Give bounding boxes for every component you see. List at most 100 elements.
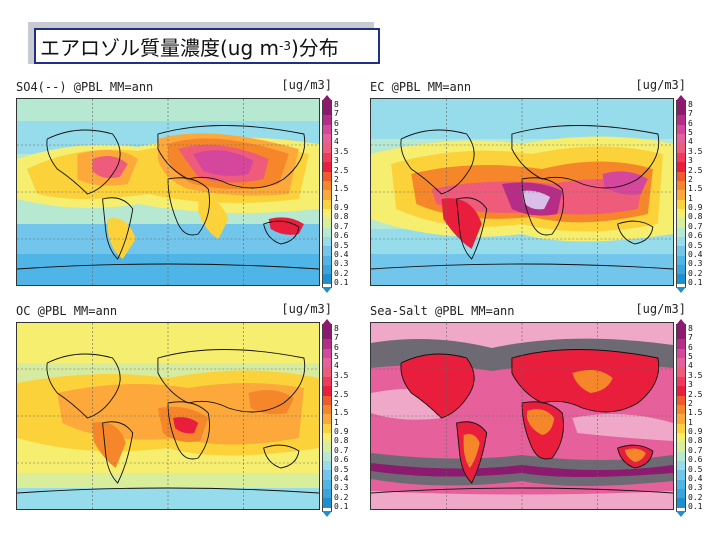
colorbar-bottom-arrow xyxy=(322,287,332,293)
colorbar-swatch xyxy=(323,208,331,219)
colorbar-tick-label: 5 xyxy=(688,352,693,362)
colorbar-tick-label: 0.2 xyxy=(334,268,349,278)
colorbar-swatch xyxy=(677,237,685,247)
panel-label: EC @PBL MM=ann xyxy=(370,80,472,94)
colorbar-tick-label: 0.2 xyxy=(688,268,703,278)
colorbar-top-arrow xyxy=(322,95,332,101)
ec-field xyxy=(371,99,673,285)
colorbar-tick-label: 0.2 xyxy=(334,492,349,502)
colorbar-swatch xyxy=(323,218,331,228)
colorbar-tick-label: 4 xyxy=(334,361,339,371)
colorbar-bottom-arrow xyxy=(676,287,686,293)
panel-unit: [ug/m3] xyxy=(281,302,332,316)
colorbar-tick-label: 0.3 xyxy=(688,259,703,269)
colorbar-tick-label: 1.5 xyxy=(334,184,349,194)
colorbar-swatch xyxy=(323,386,331,396)
colorbar-tick-label: 0.9 xyxy=(334,427,349,437)
colorbar-swatch xyxy=(323,162,331,172)
colorbar-swatch xyxy=(677,339,685,349)
colorbar-swatch xyxy=(323,376,331,387)
colorbar-tick-label: 0.1 xyxy=(334,502,349,511)
colorbar-swatch xyxy=(677,367,685,377)
colorbar-tick-label: 2.5 xyxy=(688,165,703,175)
colorbar-tick-label: 5 xyxy=(334,352,339,362)
colorbar-tick-label: 0.3 xyxy=(334,259,349,269)
colorbar-tick-label: 0.4 xyxy=(334,473,349,483)
colorbar-tick-label: 0.6 xyxy=(688,231,703,241)
colorbar-swatch xyxy=(677,227,685,238)
colorbar-swatch xyxy=(677,199,685,209)
colorbar-tick-label: 3 xyxy=(334,380,339,390)
colorbar-swatch xyxy=(323,470,331,480)
panel-oc: OC @PBL MM=ann [ug/m3] xyxy=(12,300,364,518)
colorbar-tick-label: 8 xyxy=(334,324,339,333)
colorbar-swatch xyxy=(323,432,331,443)
colorbar-tick-label: 1.5 xyxy=(688,408,703,418)
oc-map xyxy=(16,322,320,510)
colorbar-tick-label: 5 xyxy=(688,128,693,138)
colorbar-tick-label: 0.6 xyxy=(334,455,349,465)
colorbar-swatch xyxy=(323,106,331,116)
colorbar-tick-label: 2 xyxy=(688,398,693,408)
panel-so4: SO4(--) @PBL MM=ann [ug/m3] xyxy=(12,76,364,294)
colorbar-tick-label: 0.5 xyxy=(688,464,703,474)
colorbar-tick-label: 8 xyxy=(688,324,693,333)
colorbar-top-arrow xyxy=(322,319,332,325)
panel-unit: [ug/m3] xyxy=(635,302,686,316)
colorbar-swatch xyxy=(323,498,331,508)
colorbar-swatch xyxy=(323,246,331,256)
colorbar-tick-label: 3 xyxy=(688,380,693,390)
slide-title-main: エアロゾル質量濃度(ug m xyxy=(40,35,280,60)
colorbar-swatch xyxy=(677,470,685,480)
colorbar-swatch xyxy=(677,246,685,256)
colorbar-swatch xyxy=(677,330,685,340)
colorbar-tick-label: 1.5 xyxy=(688,184,703,194)
colorbar-swatch xyxy=(677,152,685,163)
colorbar-swatch xyxy=(323,451,331,462)
colorbar-swatch xyxy=(323,265,331,275)
panel-label: Sea-Salt @PBL MM=ann xyxy=(370,304,515,318)
colorbar-swatch xyxy=(677,171,685,181)
colorbar-tick-label: 3.5 xyxy=(688,146,703,156)
colorbar-swatch xyxy=(323,237,331,247)
colorbar-swatch xyxy=(323,255,331,266)
colorbar-swatch xyxy=(677,190,685,200)
colorbar-tick-label: 3.5 xyxy=(688,370,703,380)
colorbar-swatch xyxy=(323,124,331,135)
colorbar-swatch xyxy=(323,339,331,349)
colorbar-swatch xyxy=(677,134,685,144)
colorbar-tick-label: 4 xyxy=(688,361,693,371)
slide-title: エアロゾル質量濃度(ug m -3)分布 xyxy=(34,28,380,64)
colorbar-tick-label: 0.9 xyxy=(688,203,703,213)
colorbar-swatch xyxy=(323,442,331,452)
colorbar-tick-label: 3.5 xyxy=(334,146,349,156)
panel-header: Sea-Salt @PBL MM=ann [ug/m3] xyxy=(366,300,718,320)
colorbar-tick-label: 6 xyxy=(334,118,339,128)
colorbar xyxy=(676,95,686,293)
colorbar-tick-label: 1 xyxy=(688,417,693,427)
colorbar-swatch xyxy=(677,404,685,415)
colorbar-swatch xyxy=(677,265,685,275)
colorbar-swatch xyxy=(323,330,331,340)
colorbar-swatch xyxy=(323,461,331,471)
panel-unit: [ug/m3] xyxy=(635,78,686,92)
colorbar-tick-label: 0.9 xyxy=(688,427,703,437)
colorbar-tick-label: 2 xyxy=(334,398,339,408)
colorbar-swatch xyxy=(677,451,685,462)
colorbar-swatch xyxy=(677,386,685,396)
colorbar-swatch xyxy=(677,115,685,125)
colorbar-swatch xyxy=(323,358,331,368)
colorbar-swatch xyxy=(323,274,331,284)
panel-header: OC @PBL MM=ann [ug/m3] xyxy=(12,300,364,320)
colorbar-tick-label: 2.5 xyxy=(334,165,349,175)
panel-label: OC @PBL MM=ann xyxy=(16,304,118,318)
colorbar-tick-label: 3 xyxy=(334,156,339,166)
colorbar-tick-label: 0.1 xyxy=(688,502,703,511)
colorbar-tick-label: 0.5 xyxy=(688,240,703,250)
colorbar-swatch xyxy=(677,162,685,172)
colorbar-swatch xyxy=(677,180,685,191)
colorbar-tick-label: 6 xyxy=(688,118,693,128)
colorbar-swatch xyxy=(677,143,685,153)
colorbar-labels: 8 7 6 5 4 3.5 3 2.5 2 1.5 1 0.9 0.8 0.7 0.6 0.5 0.4 0.3 0.… xyxy=(688,324,718,512)
colorbar-tick-label: 0.4 xyxy=(688,473,703,483)
